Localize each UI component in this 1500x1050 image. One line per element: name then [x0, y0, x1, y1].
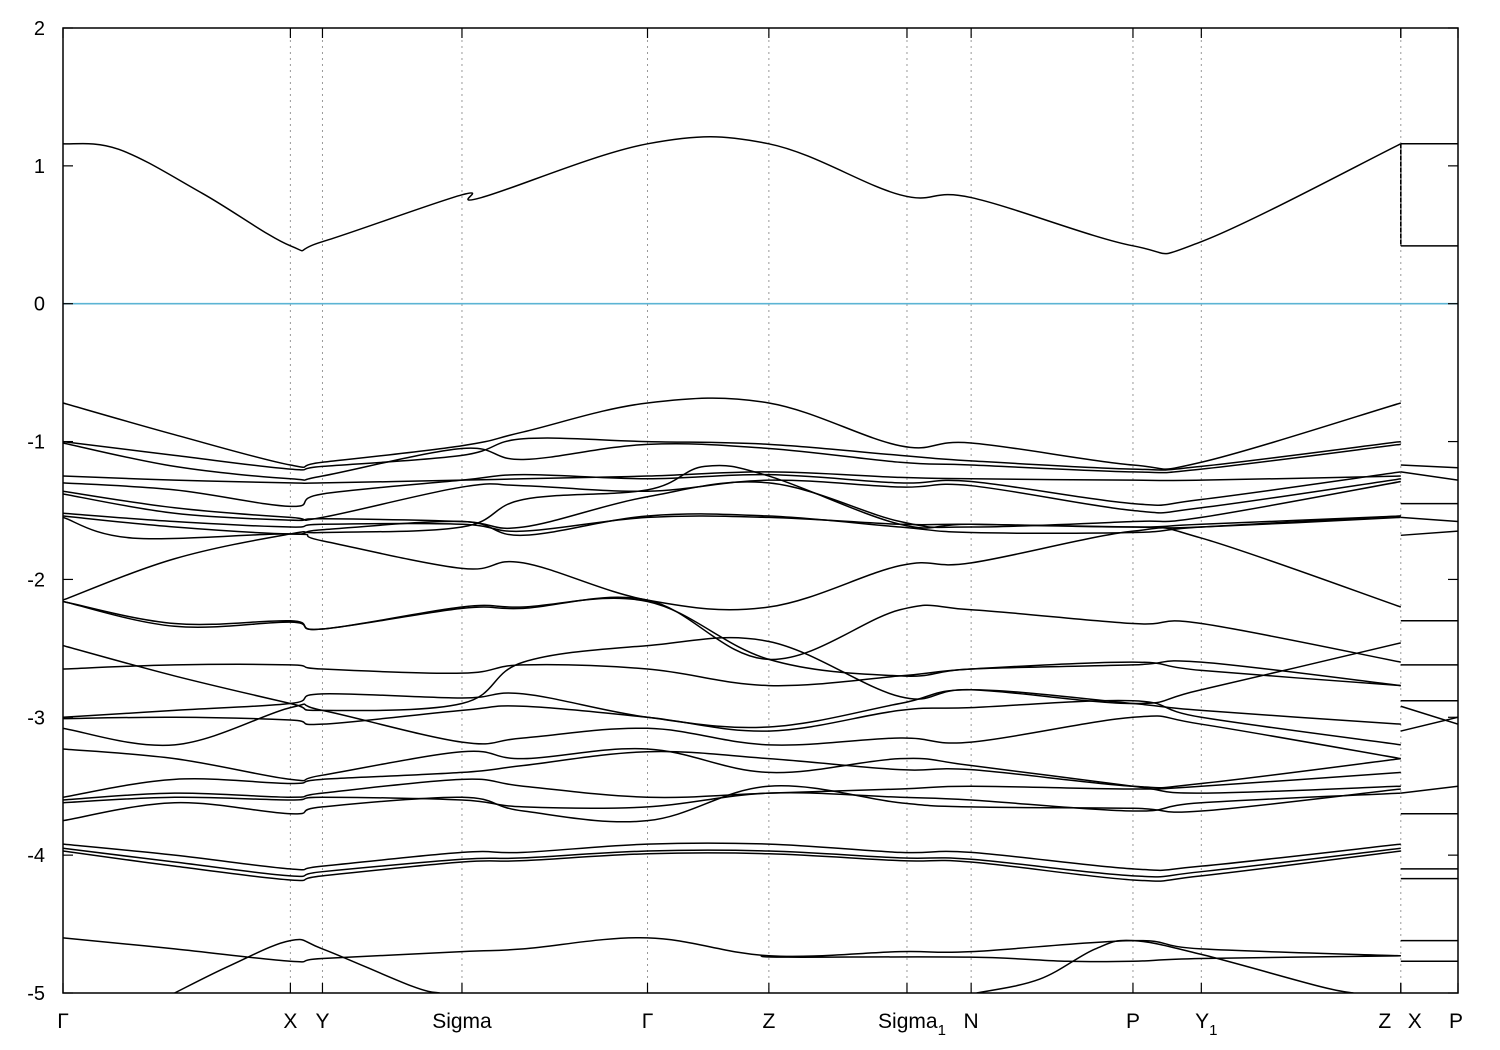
band-line — [63, 135, 1402, 255]
y-axis: 2 1 0 -1 -2 -3 -4 -5 — [27, 18, 1458, 1005]
x-tick-label: P — [1449, 1010, 1463, 1033]
x-tick-label: Y — [315, 1010, 329, 1033]
band-line — [1400, 516, 1458, 523]
plot-border — [62, 27, 1459, 994]
band-line — [63, 596, 1401, 663]
band-line — [976, 939, 1354, 993]
plot-frame — [62, 27, 1459, 994]
x-tick-label: Z — [1378, 1010, 1391, 1033]
band-line — [63, 397, 1402, 470]
band-line — [63, 937, 1401, 963]
y-tick-label: -2 — [27, 569, 45, 591]
band-line — [63, 785, 1401, 823]
band-line — [1400, 530, 1458, 537]
band-line — [1400, 705, 1458, 725]
y-tick-label: -5 — [27, 983, 45, 1005]
y-tick-label: 2 — [34, 18, 45, 40]
x-tick-label: X — [283, 1010, 297, 1033]
band-line — [63, 750, 1401, 798]
x-tick-label: P — [1126, 1010, 1140, 1033]
band-line — [174, 938, 440, 993]
band-line — [1400, 716, 1458, 732]
band-line — [63, 464, 1401, 601]
y-tick-label: -3 — [27, 707, 45, 729]
band-line — [760, 955, 1401, 963]
x-tick-label: Γ — [57, 1010, 69, 1033]
y-tick-label: 0 — [34, 294, 45, 316]
band-line — [63, 703, 1401, 760]
y-tick-label: -4 — [27, 845, 45, 867]
band-line — [63, 847, 1401, 878]
band-line — [63, 437, 1401, 471]
band-line — [63, 850, 1401, 882]
band-line — [63, 636, 1401, 712]
x-tick-label: N — [964, 1010, 979, 1033]
band-line — [63, 699, 1401, 746]
band-line — [63, 842, 1401, 872]
y-tick-label: -1 — [27, 432, 45, 454]
band-line — [1400, 464, 1458, 469]
high-symmetry-guides — [289, 28, 1402, 993]
band-line — [63, 478, 1401, 521]
band-line — [63, 791, 1401, 812]
y-tick-label: 1 — [34, 156, 45, 178]
x-tick-label: X — [1408, 1010, 1422, 1033]
band-line — [63, 771, 1401, 801]
band-lines — [63, 135, 1458, 993]
band-line — [1400, 471, 1458, 481]
band-line — [63, 471, 1401, 485]
band-line — [63, 480, 1401, 530]
band-line — [63, 661, 1401, 687]
band-line — [63, 442, 1401, 481]
x-tick-label: Z — [762, 1010, 775, 1033]
x-tick-label: Γ — [642, 1010, 654, 1033]
x-tick-label: Sigma — [432, 1010, 492, 1033]
band-line — [1400, 785, 1458, 794]
